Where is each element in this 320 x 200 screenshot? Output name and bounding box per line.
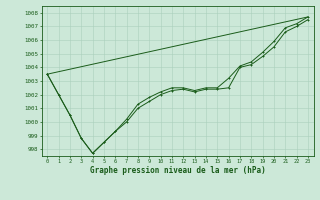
X-axis label: Graphe pression niveau de la mer (hPa): Graphe pression niveau de la mer (hPa) (90, 166, 266, 175)
